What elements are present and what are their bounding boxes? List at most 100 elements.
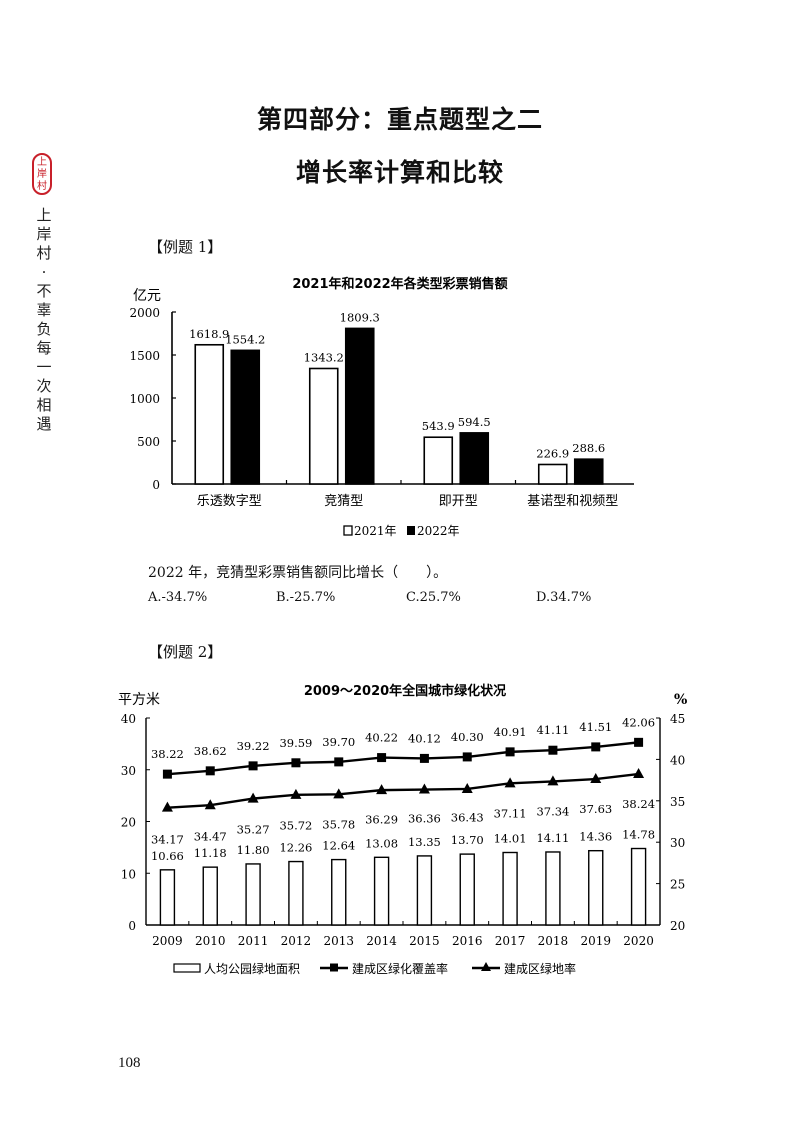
legend-2022-swatch-icon bbox=[407, 526, 415, 535]
chart2-year-label: 2009 bbox=[152, 934, 183, 948]
square-marker-icon bbox=[377, 753, 387, 763]
chart1-bar-2022年 bbox=[573, 458, 604, 485]
chart2-ylabel-right: % bbox=[674, 692, 687, 708]
chart2-bar-park-area bbox=[245, 863, 261, 926]
section-title: 第四部分：重点题型之二 bbox=[256, 105, 543, 134]
triangle-marker-icon bbox=[161, 801, 173, 812]
chart2-bar-value-label: 13.70 bbox=[451, 833, 484, 847]
chart2-bar-value-label: 14.11 bbox=[536, 831, 569, 845]
chart2-coverage-label: 40.30 bbox=[451, 730, 484, 744]
example2-label: 【例题 2】 bbox=[148, 643, 223, 661]
chart1-ylabel: 亿元 bbox=[133, 288, 161, 304]
chart2-bar-value-label: 13.35 bbox=[408, 835, 441, 849]
chart2-ylabel-left: 平方米 bbox=[118, 692, 160, 708]
chart1-value-label: 1809.3 bbox=[340, 310, 380, 324]
square-marker-icon bbox=[162, 769, 172, 779]
chart2-greenland-label: 37.34 bbox=[536, 804, 569, 818]
chart1-value-label: 226.9 bbox=[536, 446, 569, 460]
triangle-marker-icon bbox=[590, 773, 602, 784]
chart2-bar-park-area bbox=[630, 847, 647, 926]
chart2-year-label: 2015 bbox=[409, 934, 440, 948]
chart2-greenland-label: 35.78 bbox=[322, 817, 355, 831]
example1-label: 【例题 1】 bbox=[148, 238, 223, 256]
slogan-char: 村 bbox=[36, 244, 52, 262]
brand-seal-icon: 上 岸 村 bbox=[32, 153, 52, 195]
chart2-year-label: 2018 bbox=[538, 934, 569, 948]
chart2-legend-coverage: 建成区绿化覆盖率 bbox=[352, 961, 448, 976]
square-marker-icon bbox=[291, 758, 301, 768]
chart2-bar-value-label: 12.26 bbox=[279, 841, 312, 855]
example1-question: 2022 年，竞猜型彩票销售额同比增长（ ）。 bbox=[148, 565, 448, 581]
chart2-year-label: 2014 bbox=[366, 934, 397, 948]
chart2-greenland-label: 37.11 bbox=[494, 806, 527, 820]
chart2-bar-value-label: 12.64 bbox=[322, 839, 355, 853]
square-marker-icon bbox=[548, 745, 558, 755]
chart2-ytick-left-label: 0 bbox=[128, 919, 136, 933]
chart2-bar-value-label: 11.80 bbox=[237, 843, 270, 857]
chart2-ytick-right-label: 45 bbox=[670, 712, 685, 726]
chart2-bar-park-area bbox=[202, 866, 218, 926]
slogan-char: 每 bbox=[36, 339, 52, 357]
chart2-ytick-left-label: 40 bbox=[121, 712, 136, 726]
chart1-bar-2021年 bbox=[194, 343, 225, 485]
option-b[interactable]: B.-25.7% bbox=[276, 590, 336, 605]
chart1-category-label: 乐透数字型 bbox=[197, 494, 262, 509]
chart2-line-greenland bbox=[167, 772, 639, 809]
chart2-bar-value-label: 14.36 bbox=[579, 830, 612, 844]
chart2-greenland-label: 35.72 bbox=[279, 818, 312, 832]
chart2-greenland-label: 36.36 bbox=[408, 812, 441, 826]
chart2-greenland-label: 34.47 bbox=[194, 830, 227, 844]
chart2-greenland-label: 36.29 bbox=[365, 813, 398, 827]
chart2-coverage-label: 41.11 bbox=[536, 723, 569, 737]
chart1-bar-2022年 bbox=[230, 349, 261, 485]
option-d[interactable]: D.34.7% bbox=[536, 590, 592, 605]
chart2-line-coverage bbox=[167, 741, 639, 776]
chart1-value-label: 1618.9 bbox=[189, 327, 229, 341]
chart1-legend-2021: 2021年 bbox=[354, 524, 397, 538]
page-number: 108 bbox=[118, 1055, 141, 1071]
chart1-category-label: 基诺型和视频型 bbox=[527, 494, 618, 509]
chart2-bar-value-label: 13.08 bbox=[365, 836, 398, 850]
slogan-char: 次 bbox=[36, 377, 52, 395]
chart2-greenland-label: 37.63 bbox=[579, 802, 612, 816]
triangle-marker-icon bbox=[461, 782, 473, 793]
chart2-coverage-label: 40.12 bbox=[408, 731, 441, 745]
slogan-char: · bbox=[41, 263, 47, 281]
chart1-ytick-label: 500 bbox=[137, 435, 160, 449]
chart2-coverage-label: 40.22 bbox=[365, 731, 398, 745]
chart2-coverage-label: 41.51 bbox=[579, 720, 612, 734]
chart1-bar-2021年 bbox=[308, 367, 339, 485]
option-c[interactable]: C.25.7% bbox=[406, 590, 461, 605]
chart2-bar-value-label: 10.66 bbox=[151, 849, 184, 863]
chart2-year-label: 2019 bbox=[580, 934, 611, 948]
chart2-coverage-label: 38.22 bbox=[151, 747, 184, 761]
chart1-value-label: 543.9 bbox=[422, 419, 455, 433]
slogan-char: 辜 bbox=[36, 301, 52, 319]
square-marker-icon bbox=[419, 753, 429, 763]
chart1-value-label: 288.6 bbox=[572, 441, 605, 455]
chart2-year-label: 2011 bbox=[238, 934, 269, 948]
chart2-bar-park-area bbox=[459, 853, 475, 926]
chart2-ytick-right-label: 30 bbox=[670, 836, 685, 850]
triangle-marker-icon bbox=[504, 777, 516, 788]
chart1-ytick-label: 0 bbox=[152, 478, 160, 492]
square-marker-icon bbox=[334, 757, 344, 767]
chart2-ytick-right-label: 40 bbox=[670, 753, 685, 767]
chart2-year-label: 2013 bbox=[323, 934, 354, 948]
option-a[interactable]: A.-34.7% bbox=[148, 590, 208, 605]
chart1-bar-2021年 bbox=[537, 463, 568, 485]
chart2-title: 2009～2020年全国城市绿化状况 bbox=[304, 683, 506, 699]
chart1-ytick-label: 1000 bbox=[129, 392, 160, 406]
square-marker-icon bbox=[634, 737, 644, 747]
chart2-legend-park: 人均公园绿地面积 bbox=[204, 961, 300, 976]
chart2-year-label: 2010 bbox=[195, 934, 226, 948]
slogan-char: 遇 bbox=[36, 415, 52, 433]
chart1-bar-2022年 bbox=[459, 432, 490, 485]
slogan-char: 负 bbox=[36, 320, 52, 338]
chart2-greenland-label: 36.43 bbox=[451, 810, 484, 824]
chart2-bar-park-area bbox=[545, 851, 561, 926]
legend-2021-swatch-icon bbox=[343, 525, 353, 536]
triangle-marker-icon bbox=[333, 788, 345, 799]
chart2-bar-park-area bbox=[373, 856, 390, 926]
chart2-ytick-left-label: 30 bbox=[121, 764, 136, 778]
